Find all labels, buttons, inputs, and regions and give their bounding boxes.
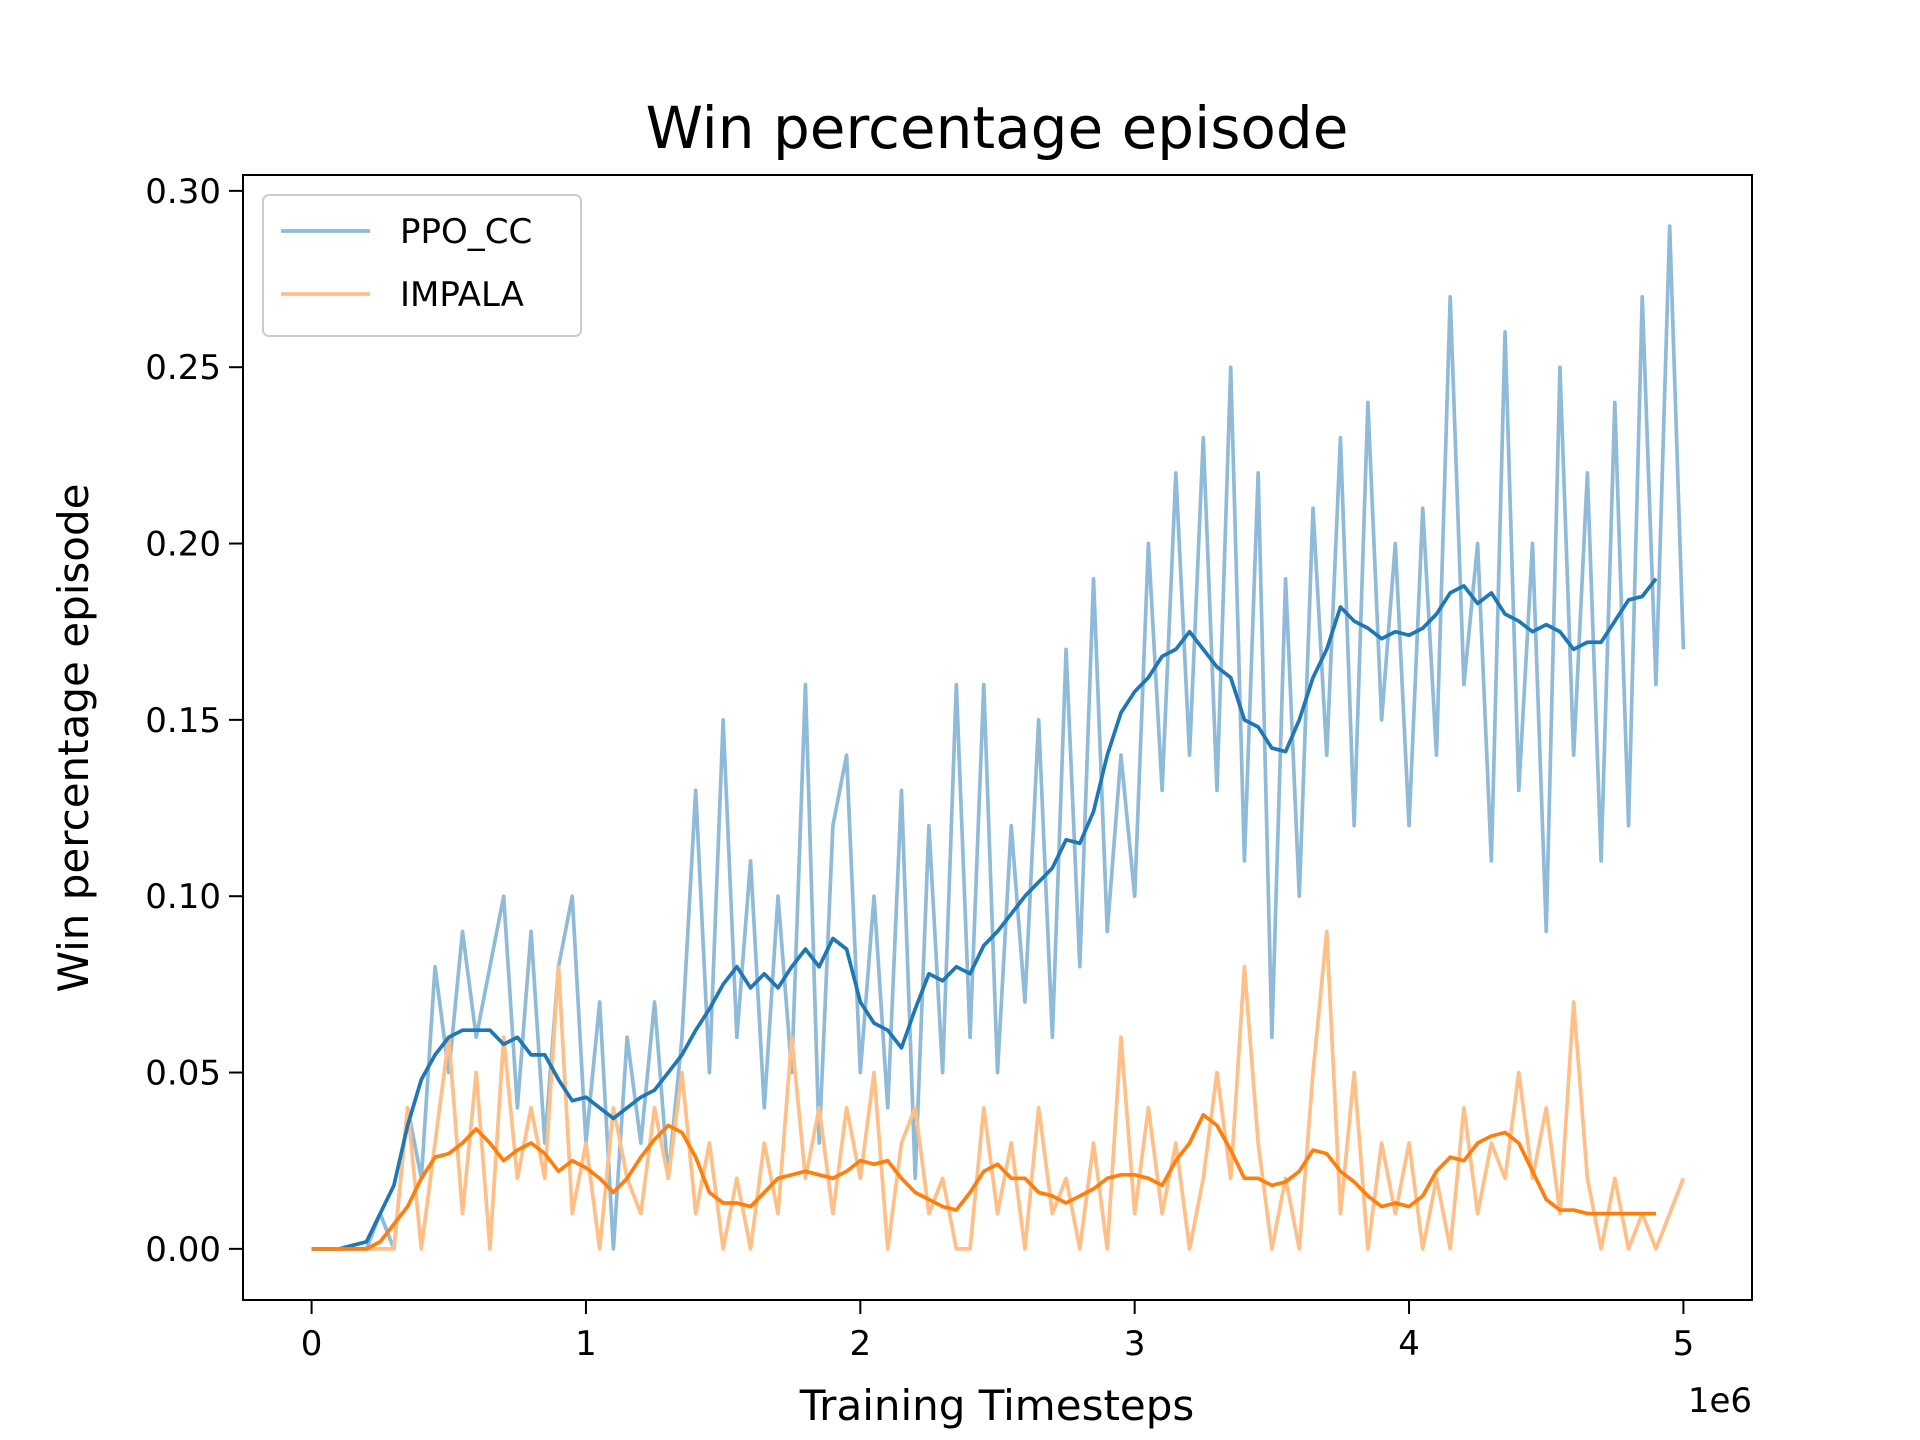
plot-area <box>311 224 1686 1251</box>
y-tick-label: 0.30 <box>145 172 221 212</box>
y-axis-label: Win percentage episode <box>49 484 98 993</box>
x-tick-label: 0 <box>301 1324 323 1364</box>
chart-title: Win percentage episode <box>646 94 1349 162</box>
y-tick-label: 0.25 <box>145 348 221 388</box>
y-tick-label: 0.05 <box>145 1054 221 1094</box>
axes-frame <box>242 174 1753 1301</box>
x-tick-label: 3 <box>1124 1324 1146 1364</box>
x-offset-label: 1e6 <box>1688 1381 1752 1421</box>
series-line <box>311 224 1686 1251</box>
legend: PPO_CC IMPALA <box>262 194 582 337</box>
y-tick-label: 0.00 <box>145 1230 221 1270</box>
x-axis-label: Training Timesteps <box>799 1381 1195 1430</box>
series-line <box>311 1113 1656 1251</box>
x-tick-label: 5 <box>1673 1324 1695 1364</box>
legend-label: IMPALA <box>400 275 524 315</box>
x-tick-label: 2 <box>849 1324 871 1364</box>
y-tick-label: 0.10 <box>145 877 221 917</box>
series-line <box>311 577 1658 1251</box>
x-tick-label: 4 <box>1398 1324 1420 1364</box>
y-tick-label: 0.15 <box>145 701 221 741</box>
series-line <box>311 929 1686 1251</box>
legend-label: PPO_CC <box>400 212 532 252</box>
x-tick-label: 1 <box>575 1324 597 1364</box>
y-tick-label: 0.20 <box>145 525 221 565</box>
